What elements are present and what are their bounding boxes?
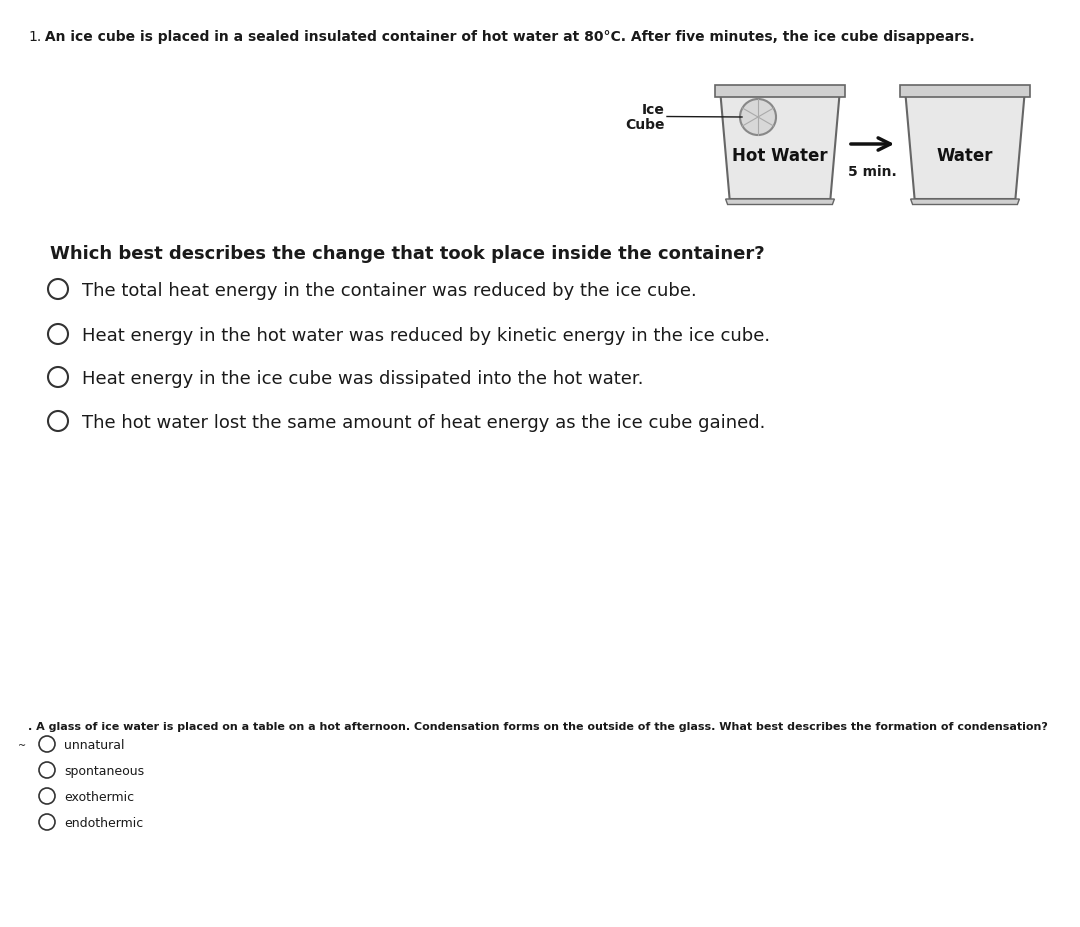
Circle shape (48, 280, 68, 299)
Text: Hot Water: Hot Water (732, 146, 827, 165)
Circle shape (39, 814, 55, 830)
Text: 5 min.: 5 min. (848, 165, 896, 179)
Polygon shape (910, 200, 1020, 205)
Text: Which best describes the change that took place inside the container?: Which best describes the change that too… (50, 245, 765, 262)
Circle shape (48, 324, 68, 345)
Text: Ice: Ice (643, 103, 665, 117)
Text: Water: Water (936, 146, 994, 165)
Polygon shape (905, 90, 1025, 200)
Text: Heat energy in the hot water was reduced by kinetic energy in the ice cube.: Heat energy in the hot water was reduced… (82, 326, 770, 345)
Text: unnatural: unnatural (64, 738, 124, 751)
Text: endothermic: endothermic (64, 816, 144, 829)
Polygon shape (715, 86, 845, 97)
Circle shape (48, 368, 68, 387)
Text: An ice cube is placed in a sealed insulated container of hot water at 80°C. Afte: An ice cube is placed in a sealed insula… (40, 30, 974, 44)
Circle shape (48, 412, 68, 432)
Text: Cube: Cube (625, 118, 665, 132)
Circle shape (39, 736, 55, 752)
Polygon shape (726, 200, 835, 205)
Text: The total heat energy in the container was reduced by the ice cube.: The total heat energy in the container w… (82, 282, 697, 299)
Text: exothermic: exothermic (64, 790, 134, 803)
Text: . A glass of ice water is placed on a table on a hot afternoon. Condensation for: . A glass of ice water is placed on a ta… (28, 721, 1048, 731)
Text: 1.: 1. (28, 30, 41, 44)
Circle shape (39, 762, 55, 778)
Circle shape (740, 100, 777, 136)
Text: spontaneous: spontaneous (64, 764, 144, 777)
Circle shape (39, 788, 55, 804)
Text: Heat energy in the ice cube was dissipated into the hot water.: Heat energy in the ice cube was dissipat… (82, 370, 644, 387)
Polygon shape (900, 86, 1030, 97)
Polygon shape (720, 90, 840, 200)
Text: The hot water lost the same amount of heat energy as the ice cube gained.: The hot water lost the same amount of he… (82, 413, 766, 432)
Text: ~: ~ (18, 740, 26, 750)
